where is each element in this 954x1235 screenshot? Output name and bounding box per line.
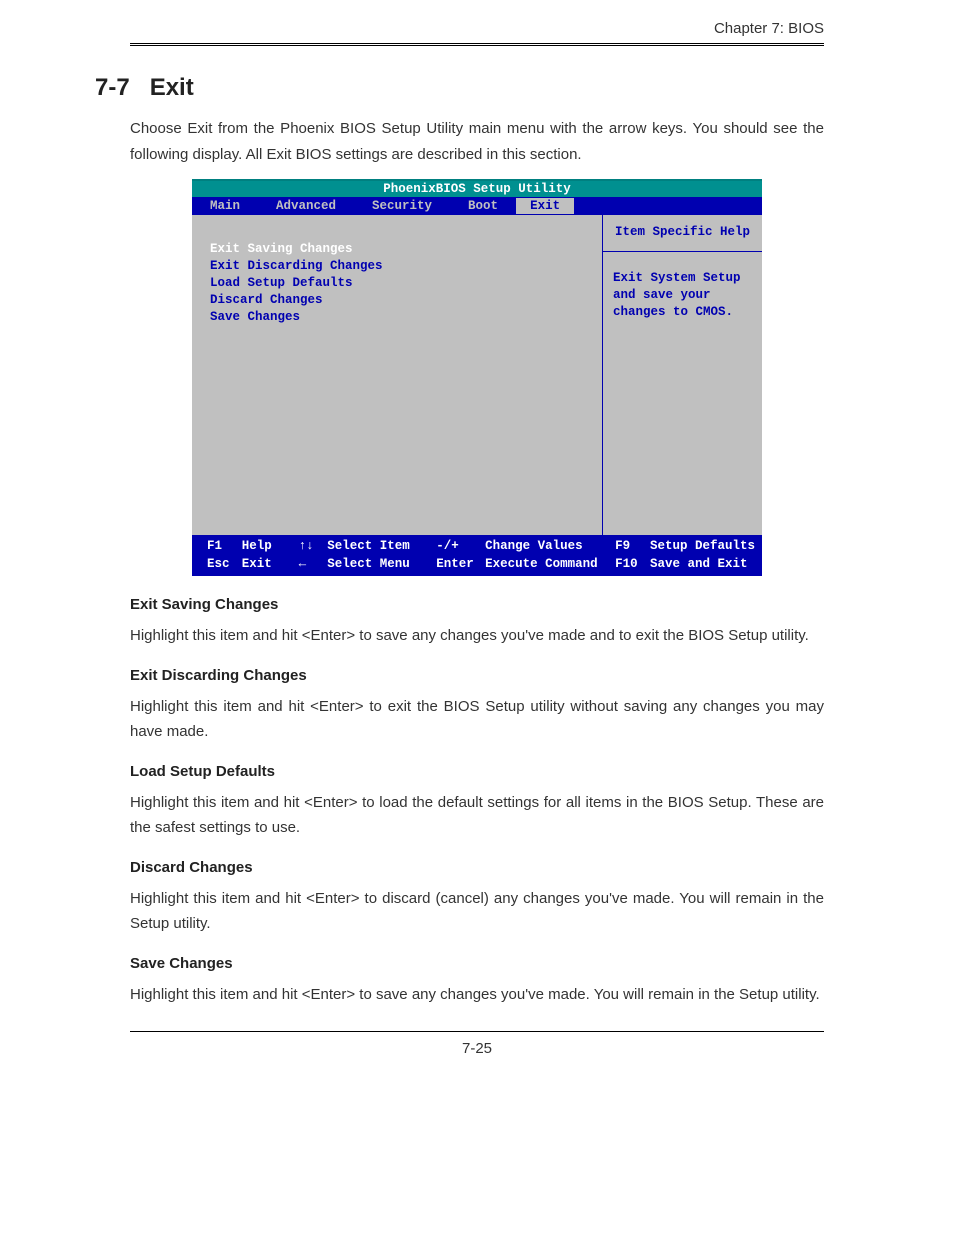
section-name: Exit [150, 74, 194, 101]
section-number: 7-7 [95, 74, 130, 101]
para-exit-discarding: Highlight this item and hit <Enter> to e… [130, 694, 824, 745]
bios-body: Exit Saving Changes Exit Discarding Chan… [192, 215, 762, 535]
page-footer: 7-25 [130, 1031, 824, 1057]
bios-tab-main[interactable]: Main [192, 198, 258, 214]
hint-key-enter: Enter [435, 555, 484, 573]
subhead-exit-discarding: Exit Discarding Changes [130, 667, 824, 684]
hint-key-f9: F9 [614, 537, 649, 555]
bios-help-body: Exit System Setup and save your changes … [603, 252, 762, 535]
subhead-discard-changes: Discard Changes [130, 859, 824, 876]
bios-item-exit-saving[interactable]: Exit Saving Changes [210, 241, 590, 258]
bios-footer: F1 Help ↑↓ Select Item -/+ Change Values… [192, 535, 762, 576]
para-save-changes: Highlight this item and hit <Enter> to s… [130, 982, 824, 1008]
para-discard-changes: Highlight this item and hit <Enter> to d… [130, 886, 824, 937]
hint-help: Help [241, 537, 298, 555]
subhead-save-changes: Save Changes [130, 955, 824, 972]
hint-exit: Exit [241, 555, 298, 573]
subhead-load-defaults: Load Setup Defaults [130, 763, 824, 780]
bios-item-save-changes[interactable]: Save Changes [210, 309, 590, 326]
hint-select-item: Select Item [326, 537, 435, 555]
bios-tab-exit[interactable]: Exit [516, 198, 574, 214]
para-exit-saving: Highlight this item and hit <Enter> to s… [130, 623, 824, 649]
bios-item-exit-discarding[interactable]: Exit Discarding Changes [210, 258, 590, 275]
bios-tab-bar: Main Advanced Security Boot Exit [192, 197, 762, 215]
subhead-exit-saving: Exit Saving Changes [130, 596, 824, 613]
bios-tab-security[interactable]: Security [354, 198, 450, 214]
hint-execute: Execute Command [484, 555, 614, 573]
hint-key-esc: Esc [206, 555, 241, 573]
hint-select-menu: Select Menu [326, 555, 435, 573]
page-number: 7-25 [462, 1040, 492, 1057]
hint-save-exit: Save and Exit [649, 555, 756, 573]
bios-menu-pane: Exit Saving Changes Exit Discarding Chan… [192, 215, 603, 535]
bios-item-load-defaults[interactable]: Load Setup Defaults [210, 275, 590, 292]
hint-key-f1: F1 [206, 537, 241, 555]
bios-tab-advanced[interactable]: Advanced [258, 198, 354, 214]
page: Chapter 7: BIOS 7-7 Exit Choose Exit fro… [0, 0, 954, 1087]
chapter-header: Chapter 7: BIOS [130, 20, 824, 46]
bios-help-pane: Item Specific Help Exit System Setup and… [603, 215, 762, 535]
bios-item-discard-changes[interactable]: Discard Changes [210, 292, 590, 309]
section-title: 7-7 Exit [95, 74, 824, 102]
para-load-defaults: Highlight this item and hit <Enter> to l… [130, 790, 824, 841]
hint-key-left: ← [298, 555, 327, 573]
hint-change-values: Change Values [484, 537, 614, 555]
hint-key-f10: F10 [614, 555, 649, 573]
bios-tab-boot[interactable]: Boot [450, 198, 516, 214]
bios-help-title: Item Specific Help [603, 215, 762, 252]
section-intro: Choose Exit from the Phoenix BIOS Setup … [130, 116, 824, 167]
hint-key-plusminus: -/+ [435, 537, 484, 555]
bios-title: PhoenixBIOS Setup Utility [192, 181, 762, 197]
hint-key-updown: ↑↓ [298, 537, 327, 555]
bios-screenshot: PhoenixBIOS Setup Utility Main Advanced … [192, 179, 762, 576]
hint-setup-defaults: Setup Defaults [649, 537, 756, 555]
